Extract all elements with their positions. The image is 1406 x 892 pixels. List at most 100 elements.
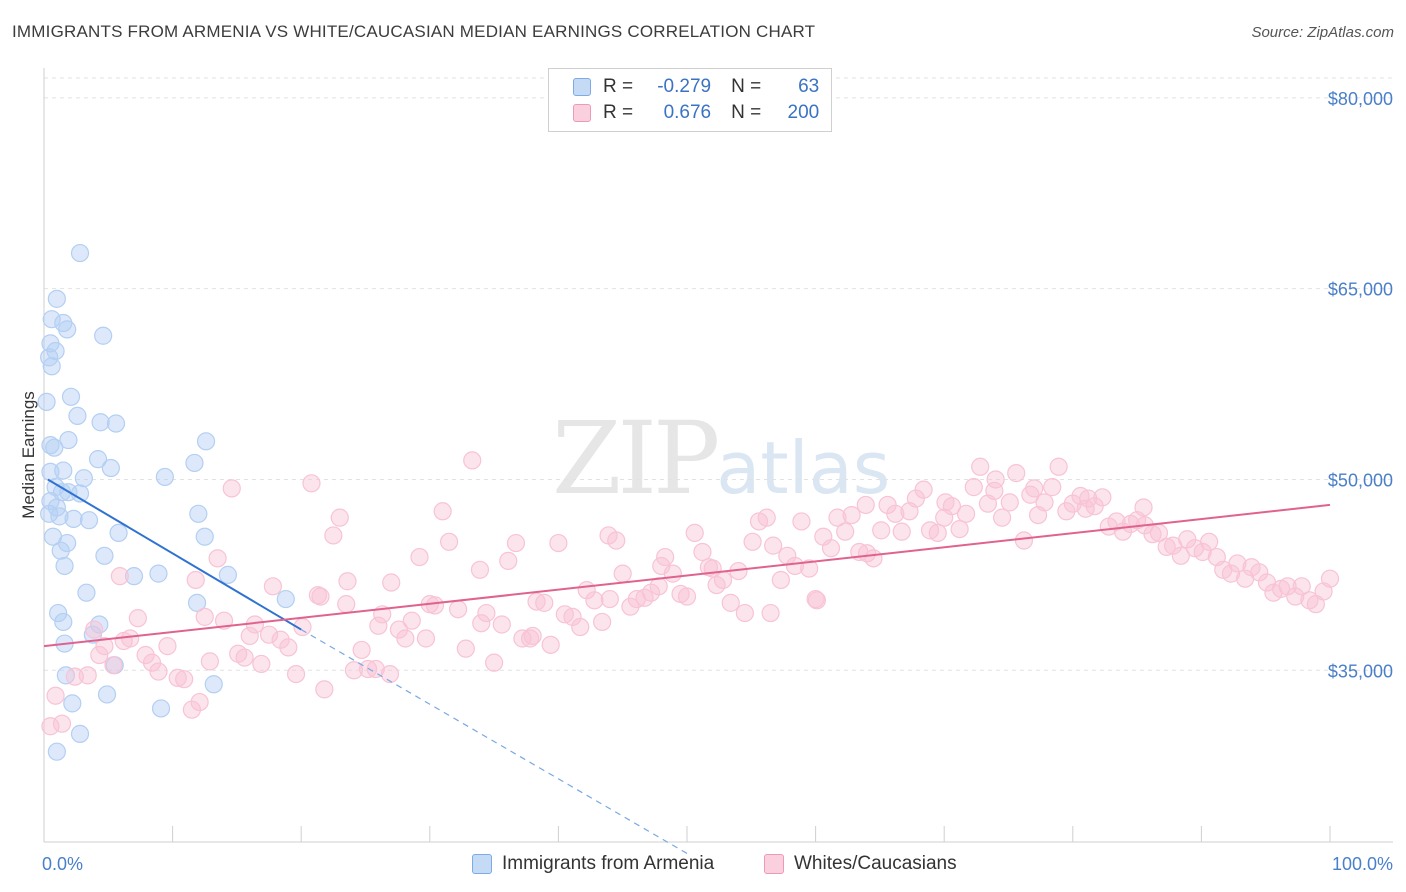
data-point xyxy=(571,617,590,637)
data-point xyxy=(252,654,271,674)
y-axis-title: Median Earnings xyxy=(19,391,38,519)
data-point xyxy=(1076,499,1095,518)
data-point xyxy=(792,512,811,531)
data-point xyxy=(613,564,632,583)
data-point xyxy=(218,565,237,584)
data-point xyxy=(1278,577,1297,596)
data-point xyxy=(74,469,93,488)
watermark-zip: ZIP xyxy=(552,400,720,517)
data-point xyxy=(950,519,969,539)
data-point xyxy=(703,559,722,578)
data-point xyxy=(1057,502,1076,521)
data-point xyxy=(956,504,976,523)
data-point xyxy=(338,572,357,591)
data-point xyxy=(151,699,171,718)
data-point xyxy=(95,546,114,565)
data-point xyxy=(55,556,74,576)
data-point xyxy=(416,629,436,648)
bottom-legend-whites: Whites/Caucasians xyxy=(764,852,957,876)
data-point xyxy=(892,522,911,541)
data-point xyxy=(735,603,754,623)
y-tick-label: $35,000 xyxy=(1328,661,1393,681)
data-point xyxy=(70,724,90,743)
data-point xyxy=(88,450,108,469)
data-point xyxy=(47,289,66,308)
regression-line-whites xyxy=(43,503,1331,648)
data-point xyxy=(1107,512,1126,531)
data-point xyxy=(63,694,82,713)
data-point xyxy=(50,507,69,526)
data-point xyxy=(78,666,97,685)
data-point xyxy=(1171,546,1190,565)
data-point xyxy=(37,392,56,411)
data-point xyxy=(1014,531,1034,550)
data-point xyxy=(59,430,78,450)
data-point xyxy=(45,438,64,457)
bottom-legend-swatch-armenia xyxy=(472,854,492,874)
bottom-legend-swatch-whites xyxy=(764,854,784,874)
data-point xyxy=(195,607,214,626)
data-point xyxy=(142,653,162,672)
legend-row-whites: R = 0.676 N = 200 xyxy=(573,101,819,125)
chart-source: Source: ZipAtlas.com xyxy=(1251,24,1394,41)
data-point xyxy=(175,670,194,689)
data-point xyxy=(58,320,77,339)
data-point xyxy=(992,508,1012,527)
data-point xyxy=(70,243,90,263)
x-tick-label-left: 0.0% xyxy=(42,854,83,874)
data-point xyxy=(91,413,110,432)
data-point xyxy=(109,523,128,543)
data-point xyxy=(485,653,504,672)
data-point xyxy=(1093,488,1112,507)
data-point xyxy=(94,326,113,345)
legend-swatch-whites xyxy=(573,104,591,122)
data-point xyxy=(857,544,877,563)
data-point xyxy=(535,593,554,612)
legend-n-value: 63 xyxy=(798,76,820,97)
data-point xyxy=(656,547,675,567)
axes xyxy=(43,68,1393,843)
data-point xyxy=(410,547,429,567)
data-point xyxy=(121,629,140,648)
regression-extension-armenia xyxy=(300,629,688,854)
data-point xyxy=(935,508,954,527)
data-point xyxy=(43,527,63,546)
data-point xyxy=(158,637,177,656)
data-point xyxy=(600,589,619,609)
data-point xyxy=(1007,464,1026,483)
data-point xyxy=(527,592,546,611)
data-point xyxy=(1025,479,1044,498)
data-point xyxy=(785,556,805,576)
data-point xyxy=(506,533,526,553)
watermark-atlas: atlas xyxy=(716,426,891,510)
data-point xyxy=(821,539,841,558)
data-point xyxy=(52,714,72,733)
data-point xyxy=(47,742,66,761)
data-point xyxy=(771,570,790,590)
data-point xyxy=(311,587,330,606)
legend-r-label: R = xyxy=(603,76,634,97)
data-point xyxy=(649,577,668,596)
data-point xyxy=(106,414,126,433)
data-point xyxy=(1292,577,1311,596)
data-point xyxy=(200,652,219,671)
data-point xyxy=(49,603,68,623)
data-point xyxy=(101,458,120,478)
data-point xyxy=(344,661,364,680)
data-point xyxy=(263,577,283,596)
data-point xyxy=(124,567,144,586)
data-point xyxy=(128,609,147,628)
data-point xyxy=(1143,525,1162,544)
data-point xyxy=(1035,493,1054,512)
data-point xyxy=(1320,569,1340,588)
data-point xyxy=(366,659,385,679)
data-point xyxy=(302,474,321,493)
watermark: ZIPatlas xyxy=(552,400,890,517)
legend-swatch-armenia xyxy=(573,78,591,96)
data-point xyxy=(1193,542,1212,562)
data-point xyxy=(1286,587,1305,606)
legend-r-label: R = xyxy=(603,102,634,123)
y-tick-label: $65,000 xyxy=(1328,280,1393,300)
data-point xyxy=(61,387,81,406)
regression-lines xyxy=(43,478,1331,854)
